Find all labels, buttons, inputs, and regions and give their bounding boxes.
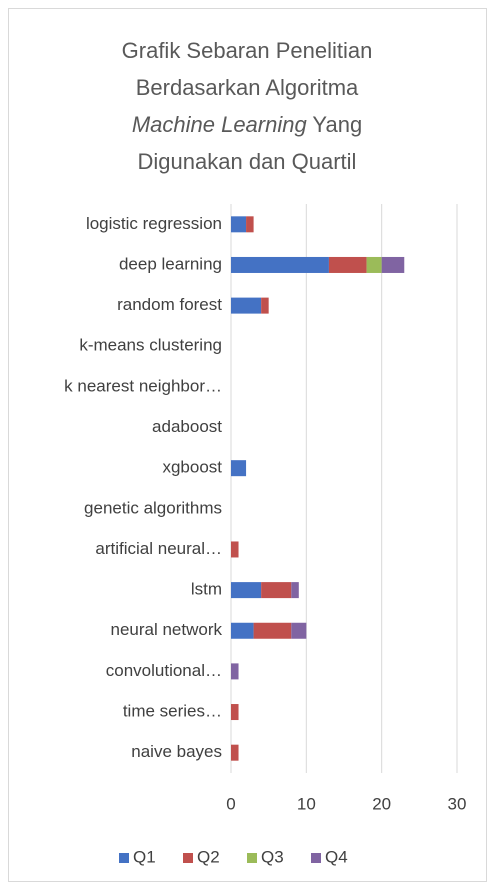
bar-segment [261,582,292,599]
y-tick-label: logistic regression [86,214,222,233]
x-tick-label: 30 [448,794,467,813]
bar-segment [366,256,382,273]
x-tick-label: 0 [226,794,235,813]
legend-label: Q1 [133,847,156,866]
bar-segment [231,460,247,477]
y-tick-label: xgboost [162,458,222,477]
bar-segment [291,582,299,599]
bar-segment [231,622,254,639]
x-tick-label: 10 [297,794,316,813]
bar-segment [231,704,239,721]
legend-label: Q2 [197,847,220,866]
y-tick-label: naive bayes [131,742,222,761]
bar-segment [246,216,254,233]
bar-segment [231,663,239,680]
y-tick-label: convolutional… [106,661,222,680]
bar-segment [231,744,239,761]
bar-segment [231,216,247,233]
legend-swatch [183,853,193,863]
x-tick-label: 20 [372,794,391,813]
title-part: Machine Learning [131,112,307,137]
y-tick-label: neural network [110,620,222,639]
y-tick-label: time series… [123,702,222,721]
bar-segment [291,622,307,639]
bar-segment [253,622,292,639]
legend-label: Q4 [325,847,348,866]
bar-segment [328,256,367,273]
legend-label: Q3 [261,847,284,866]
y-tick-label: deep learning [119,254,222,273]
title-part: Grafik Sebaran Penelitian Berdasarkan Al… [121,38,373,100]
legend-swatch [247,853,257,863]
y-tick-label: artificial neural… [95,539,222,558]
chart-frame [8,8,487,882]
bar-segment [231,582,262,599]
bar-segment [231,297,262,314]
legend-swatch [119,853,129,863]
y-tick-label: genetic algorithms [84,498,222,517]
y-tick-label: k-means clustering [79,336,222,355]
y-tick-label: lstm [191,580,222,599]
y-tick-label: random forest [117,295,222,314]
y-tick-label: k nearest neighbor… [64,376,222,395]
bar-segment [231,256,329,273]
bar-segment [381,256,405,273]
chart-title: Grafik Sebaran Penelitian Berdasarkan Al… [97,32,397,180]
title-part: Yang Digunakan dan Quartil [137,112,363,174]
legend-swatch [311,853,321,863]
bar-segment [231,541,239,558]
y-tick-label: adaboost [152,417,222,436]
bar-segment [261,297,269,314]
